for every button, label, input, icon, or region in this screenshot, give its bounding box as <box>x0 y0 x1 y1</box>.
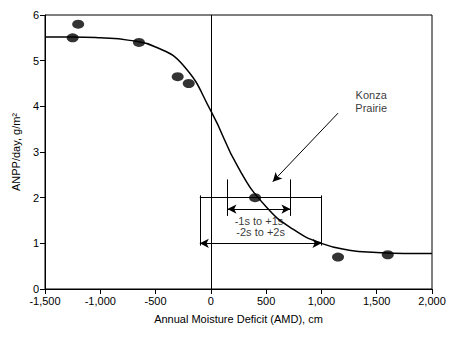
svg-text:-1,000: -1,000 <box>85 295 116 307</box>
svg-text:-1,500: -1,500 <box>29 295 60 307</box>
svg-text:Konza: Konza <box>356 89 388 101</box>
svg-text:0: 0 <box>208 295 214 307</box>
svg-text:-2s to +2s: -2s to +2s <box>236 226 285 238</box>
svg-text:0: 0 <box>33 283 39 295</box>
svg-text:4: 4 <box>33 100 39 112</box>
svg-text:500: 500 <box>257 295 275 307</box>
svg-text:ANPP/day, g/m²: ANPP/day, g/m² <box>10 113 22 191</box>
svg-text:1,500: 1,500 <box>363 295 391 307</box>
svg-text:Annual Moisture Deficit (AMD),: Annual Moisture Deficit (AMD), cm <box>154 313 323 325</box>
svg-text:1,000: 1,000 <box>308 295 336 307</box>
svg-text:1: 1 <box>33 237 39 249</box>
svg-text:6: 6 <box>33 9 39 21</box>
svg-text:2: 2 <box>33 192 39 204</box>
svg-text:-1s to +1s: -1s to +1s <box>235 215 284 227</box>
svg-text:Prairie: Prairie <box>355 102 387 114</box>
svg-text:5: 5 <box>33 55 39 67</box>
svg-text:3: 3 <box>33 146 39 158</box>
svg-text:-500: -500 <box>145 295 167 307</box>
svg-text:2,000: 2,000 <box>418 295 446 307</box>
